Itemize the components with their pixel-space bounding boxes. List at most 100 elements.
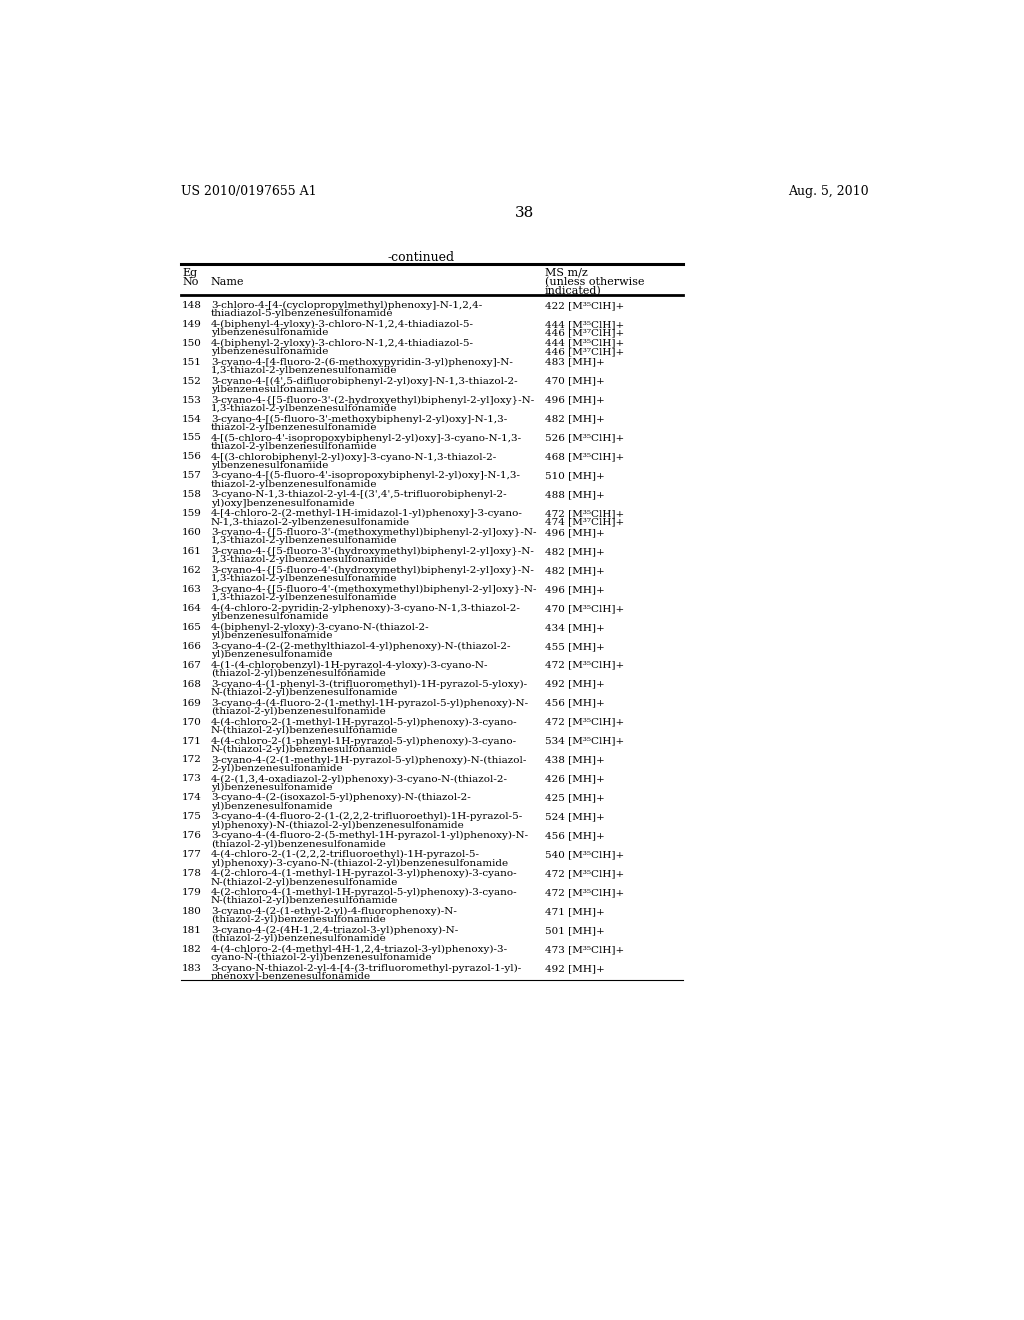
- Text: 3-cyano-4-(2-(1-ethyl-2-yl)-4-fluorophenoxy)-N-: 3-cyano-4-(2-(1-ethyl-2-yl)-4-fluorophen…: [211, 907, 457, 916]
- Text: 160: 160: [182, 528, 202, 537]
- Text: 4-(1-(4-chlorobenzyl)-1H-pyrazol-4-yloxy)-3-cyano-N-: 4-(1-(4-chlorobenzyl)-1H-pyrazol-4-yloxy…: [211, 661, 488, 669]
- Text: 425 [MH]+: 425 [MH]+: [545, 793, 605, 803]
- Text: phenoxy]-benzenesulfonamide: phenoxy]-benzenesulfonamide: [211, 972, 371, 981]
- Text: 181: 181: [182, 925, 202, 935]
- Text: 472 [M³⁵ClH]+: 472 [M³⁵ClH]+: [545, 718, 625, 726]
- Text: 3-cyano-4-[4-fluoro-2-(6-methoxypyridin-3-yl)phenoxy]-N-: 3-cyano-4-[4-fluoro-2-(6-methoxypyridin-…: [211, 358, 513, 367]
- Text: Aug. 5, 2010: Aug. 5, 2010: [788, 185, 869, 198]
- Text: 444 [M³⁵ClH]+: 444 [M³⁵ClH]+: [545, 339, 625, 347]
- Text: 166: 166: [182, 642, 202, 651]
- Text: 3-cyano-4-(4-fluoro-2-(1-(2,2,2-trifluoroethyl)-1H-pyrazol-5-: 3-cyano-4-(4-fluoro-2-(1-(2,2,2-trifluor…: [211, 812, 522, 821]
- Text: 4-(2-chloro-4-(1-methyl-1H-pyrazol-3-yl)phenoxy)-3-cyano-: 4-(2-chloro-4-(1-methyl-1H-pyrazol-3-yl)…: [211, 869, 517, 878]
- Text: 482 [MH]+: 482 [MH]+: [545, 414, 605, 424]
- Text: 456 [MH]+: 456 [MH]+: [545, 832, 605, 841]
- Text: 510 [MH]+: 510 [MH]+: [545, 471, 605, 480]
- Text: 152: 152: [182, 376, 202, 385]
- Text: 150: 150: [182, 339, 202, 347]
- Text: 155: 155: [182, 433, 202, 442]
- Text: N-(thiazol-2-yl)benzenesulfonamide: N-(thiazol-2-yl)benzenesulfonamide: [211, 726, 398, 735]
- Text: thiazol-2-ylbenzenesulfonamide: thiazol-2-ylbenzenesulfonamide: [211, 479, 378, 488]
- Text: ylbenzenesulfonamide: ylbenzenesulfonamide: [211, 347, 329, 356]
- Text: 38: 38: [515, 206, 535, 220]
- Text: 492 [MH]+: 492 [MH]+: [545, 680, 605, 689]
- Text: 164: 164: [182, 605, 202, 612]
- Text: 157: 157: [182, 471, 202, 480]
- Text: 3-chloro-4-[4-(cyclopropylmethyl)phenoxy]-N-1,2,4-: 3-chloro-4-[4-(cyclopropylmethyl)phenoxy…: [211, 301, 482, 310]
- Text: 473 [M³⁵ClH]+: 473 [M³⁵ClH]+: [545, 945, 625, 954]
- Text: 438 [MH]+: 438 [MH]+: [545, 755, 605, 764]
- Text: 4-(2-(1,3,4-oxadiazol-2-yl)phenoxy)-3-cyano-N-(thiazol-2-: 4-(2-(1,3,4-oxadiazol-2-yl)phenoxy)-3-cy…: [211, 775, 508, 784]
- Text: 3-cyano-4-(4-fluoro-2-(1-methyl-1H-pyrazol-5-yl)phenoxy)-N-: 3-cyano-4-(4-fluoro-2-(1-methyl-1H-pyraz…: [211, 698, 528, 708]
- Text: (thiazol-2-yl)benzenesulfonamide: (thiazol-2-yl)benzenesulfonamide: [211, 935, 386, 944]
- Text: 165: 165: [182, 623, 202, 632]
- Text: 158: 158: [182, 490, 202, 499]
- Text: 149: 149: [182, 319, 202, 329]
- Text: 472 [M³⁵ClH]+: 472 [M³⁵ClH]+: [545, 869, 625, 878]
- Text: 4-(biphenyl-2-yloxy)-3-chloro-N-1,2,4-thiadiazol-5-: 4-(biphenyl-2-yloxy)-3-chloro-N-1,2,4-th…: [211, 339, 474, 348]
- Text: 171: 171: [182, 737, 202, 746]
- Text: 163: 163: [182, 585, 202, 594]
- Text: 444 [M³⁵ClH]+: 444 [M³⁵ClH]+: [545, 319, 625, 329]
- Text: 3-cyano-4-{[5-fluoro-4'-(methoxymethyl)biphenyl-2-yl]oxy}-N-: 3-cyano-4-{[5-fluoro-4'-(methoxymethyl)b…: [211, 585, 537, 594]
- Text: 4-(4-chloro-2-(1-phenyl-1H-pyrazol-5-yl)phenoxy)-3-cyano-: 4-(4-chloro-2-(1-phenyl-1H-pyrazol-5-yl)…: [211, 737, 517, 746]
- Text: 1,3-thiazol-2-ylbenzenesulfonamide: 1,3-thiazol-2-ylbenzenesulfonamide: [211, 536, 397, 545]
- Text: 492 [MH]+: 492 [MH]+: [545, 964, 605, 973]
- Text: 3-cyano-4-(2-(1-methyl-1H-pyrazol-5-yl)phenoxy)-N-(thiazol-: 3-cyano-4-(2-(1-methyl-1H-pyrazol-5-yl)p…: [211, 755, 526, 764]
- Text: 148: 148: [182, 301, 202, 310]
- Text: 4-[4-chloro-2-(2-methyl-1H-imidazol-1-yl)phenoxy]-3-cyano-: 4-[4-chloro-2-(2-methyl-1H-imidazol-1-yl…: [211, 510, 523, 519]
- Text: MS m/z: MS m/z: [545, 268, 588, 277]
- Text: (thiazol-2-yl)benzenesulfonamide: (thiazol-2-yl)benzenesulfonamide: [211, 915, 386, 924]
- Text: 472 [M³⁵ClH]+: 472 [M³⁵ClH]+: [545, 510, 625, 519]
- Text: yl)benzenesulfonamide: yl)benzenesulfonamide: [211, 783, 333, 792]
- Text: 1,3-thiazol-2-ylbenzenesulfonamide: 1,3-thiazol-2-ylbenzenesulfonamide: [211, 404, 397, 413]
- Text: 179: 179: [182, 888, 202, 898]
- Text: 482 [MH]+: 482 [MH]+: [545, 566, 605, 576]
- Text: 174: 174: [182, 793, 202, 803]
- Text: ylbenzenesulfonamide: ylbenzenesulfonamide: [211, 329, 329, 337]
- Text: 472 [M³⁵ClH]+: 472 [M³⁵ClH]+: [545, 888, 625, 898]
- Text: (unless otherwise: (unless otherwise: [545, 277, 644, 288]
- Text: 470 [M³⁵ClH]+: 470 [M³⁵ClH]+: [545, 605, 625, 612]
- Text: ylbenzenesulfonamide: ylbenzenesulfonamide: [211, 612, 329, 622]
- Text: thiadiazol-5-ylbenzenesulfonamide: thiadiazol-5-ylbenzenesulfonamide: [211, 309, 393, 318]
- Text: 472 [M³⁵ClH]+: 472 [M³⁵ClH]+: [545, 661, 625, 669]
- Text: 151: 151: [182, 358, 202, 367]
- Text: 4-(biphenyl-4-yloxy)-3-chloro-N-1,2,4-thiadiazol-5-: 4-(biphenyl-4-yloxy)-3-chloro-N-1,2,4-th…: [211, 319, 474, 329]
- Text: 4-(2-chloro-4-(1-methyl-1H-pyrazol-5-yl)phenoxy)-3-cyano-: 4-(2-chloro-4-(1-methyl-1H-pyrazol-5-yl)…: [211, 888, 517, 898]
- Text: 3-cyano-N-1,3-thiazol-2-yl-4-[(3',4',5-trifluorobiphenyl-2-: 3-cyano-N-1,3-thiazol-2-yl-4-[(3',4',5-t…: [211, 490, 507, 499]
- Text: indicated): indicated): [545, 286, 602, 297]
- Text: 3-cyano-4-{[5-fluoro-3'-(hydroxymethyl)biphenyl-2-yl]oxy}-N-: 3-cyano-4-{[5-fluoro-3'-(hydroxymethyl)b…: [211, 546, 534, 556]
- Text: 3-cyano-4-(2-(2-methylthiazol-4-yl)phenoxy)-N-(thiazol-2-: 3-cyano-4-(2-(2-methylthiazol-4-yl)pheno…: [211, 642, 510, 651]
- Text: 3-cyano-4-(2-(isoxazol-5-yl)phenoxy)-N-(thiazol-2-: 3-cyano-4-(2-(isoxazol-5-yl)phenoxy)-N-(…: [211, 793, 471, 803]
- Text: 169: 169: [182, 698, 202, 708]
- Text: 4-[(3-chlorobiphenyl-2-yl)oxy]-3-cyano-N-1,3-thiazol-2-: 4-[(3-chlorobiphenyl-2-yl)oxy]-3-cyano-N…: [211, 453, 498, 462]
- Text: 177: 177: [182, 850, 202, 859]
- Text: yl)benzenesulfonamide: yl)benzenesulfonamide: [211, 631, 333, 640]
- Text: 176: 176: [182, 832, 202, 841]
- Text: yl)benzenesulfonamide: yl)benzenesulfonamide: [211, 801, 333, 810]
- Text: 3-cyano-4-{[5-fluoro-3'-(methoxymethyl)biphenyl-2-yl]oxy}-N-: 3-cyano-4-{[5-fluoro-3'-(methoxymethyl)b…: [211, 528, 537, 537]
- Text: 455 [MH]+: 455 [MH]+: [545, 642, 605, 651]
- Text: 496 [MH]+: 496 [MH]+: [545, 396, 605, 404]
- Text: 422 [M³⁵ClH]+: 422 [M³⁵ClH]+: [545, 301, 625, 310]
- Text: N-1,3-thiazol-2-ylbenzenesulfonamide: N-1,3-thiazol-2-ylbenzenesulfonamide: [211, 517, 410, 527]
- Text: 4-[(5-chloro-4'-isopropoxybiphenyl-2-yl)oxy]-3-cyano-N-1,3-: 4-[(5-chloro-4'-isopropoxybiphenyl-2-yl)…: [211, 433, 522, 442]
- Text: 4-(4-chloro-2-(1-methyl-1H-pyrazol-5-yl)phenoxy)-3-cyano-: 4-(4-chloro-2-(1-methyl-1H-pyrazol-5-yl)…: [211, 718, 517, 727]
- Text: 501 [MH]+: 501 [MH]+: [545, 925, 605, 935]
- Text: 524 [MH]+: 524 [MH]+: [545, 812, 605, 821]
- Text: (thiazol-2-yl)benzenesulfonamide: (thiazol-2-yl)benzenesulfonamide: [211, 840, 386, 849]
- Text: thiazol-2-ylbenzenesulfonamide: thiazol-2-ylbenzenesulfonamide: [211, 422, 378, 432]
- Text: 468 [M³⁵ClH]+: 468 [M³⁵ClH]+: [545, 453, 625, 462]
- Text: 4-(4-chloro-2-pyridin-2-ylphenoxy)-3-cyano-N-1,3-thiazol-2-: 4-(4-chloro-2-pyridin-2-ylphenoxy)-3-cya…: [211, 605, 521, 612]
- Text: ylbenzenesulfonamide: ylbenzenesulfonamide: [211, 385, 329, 393]
- Text: 159: 159: [182, 510, 202, 519]
- Text: 3-cyano-4-[(5-fluoro-4'-isopropoxybiphenyl-2-yl)oxy]-N-1,3-: 3-cyano-4-[(5-fluoro-4'-isopropoxybiphen…: [211, 471, 520, 480]
- Text: 446 [M³⁷ClH]+: 446 [M³⁷ClH]+: [545, 329, 625, 337]
- Text: 496 [MH]+: 496 [MH]+: [545, 528, 605, 537]
- Text: 156: 156: [182, 453, 202, 462]
- Text: 168: 168: [182, 680, 202, 689]
- Text: 488 [MH]+: 488 [MH]+: [545, 490, 605, 499]
- Text: No: No: [182, 277, 199, 286]
- Text: 167: 167: [182, 661, 202, 669]
- Text: yl)phenoxy)-3-cyano-N-(thiazol-2-yl)benzenesulfonamide: yl)phenoxy)-3-cyano-N-(thiazol-2-yl)benz…: [211, 858, 508, 867]
